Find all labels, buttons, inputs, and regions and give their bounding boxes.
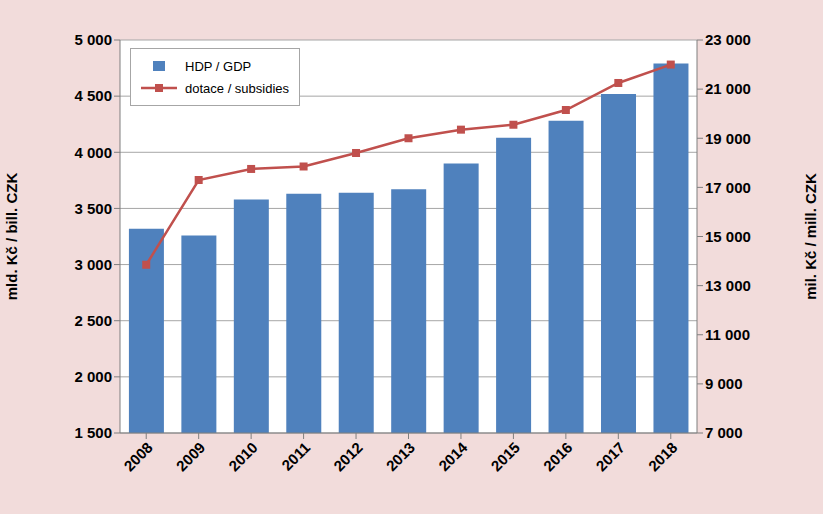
svg-text:5 000: 5 000 [74,31,112,48]
svg-text:2008: 2008 [120,439,156,475]
svg-text:2015: 2015 [487,439,523,475]
svg-text:23 000: 23 000 [705,31,751,48]
svg-text:1 500: 1 500 [74,424,112,441]
svg-text:2016: 2016 [540,439,576,475]
svg-text:2009: 2009 [173,439,209,475]
svg-text:2012: 2012 [330,439,366,475]
svg-text:2 500: 2 500 [74,312,112,329]
svg-text:3 500: 3 500 [74,200,112,217]
svg-text:2017: 2017 [592,439,628,475]
html-text:dotace / subsidies: dotace / subsidies [185,80,290,96]
svg-text:2014: 2014 [435,438,471,474]
svg-text:9 000: 9 000 [705,375,743,392]
svg-text:4 500: 4 500 [74,87,112,104]
svg-text:2018: 2018 [645,439,681,475]
svg-text:11 000: 11 000 [705,326,750,343]
svg-text:21 000: 21 000 [705,80,751,97]
svg-text:15 000: 15 000 [705,228,751,245]
svg-text:13 000: 13 000 [705,277,751,294]
svg-text:2 000: 2 000 [74,368,112,385]
svg-text:7 000: 7 000 [705,424,743,441]
svg-text:19 000: 19 000 [705,130,751,147]
svg-text:2013: 2013 [383,439,419,475]
svg-text:2010: 2010 [225,439,261,475]
html-text:HDP / GDP: HDP / GDP [185,58,252,74]
svg-text:3 000: 3 000 [74,256,112,273]
svg-text:2011: 2011 [278,439,313,474]
svg-text:17 000: 17 000 [705,179,751,196]
svg-text:mil. Kč / mill. CZK: mil. Kč / mill. CZK [802,173,815,300]
svg-text:mld. Kč / bill. CZK: mld. Kč / bill. CZK [8,173,20,301]
svg-text:4 000: 4 000 [74,144,112,161]
